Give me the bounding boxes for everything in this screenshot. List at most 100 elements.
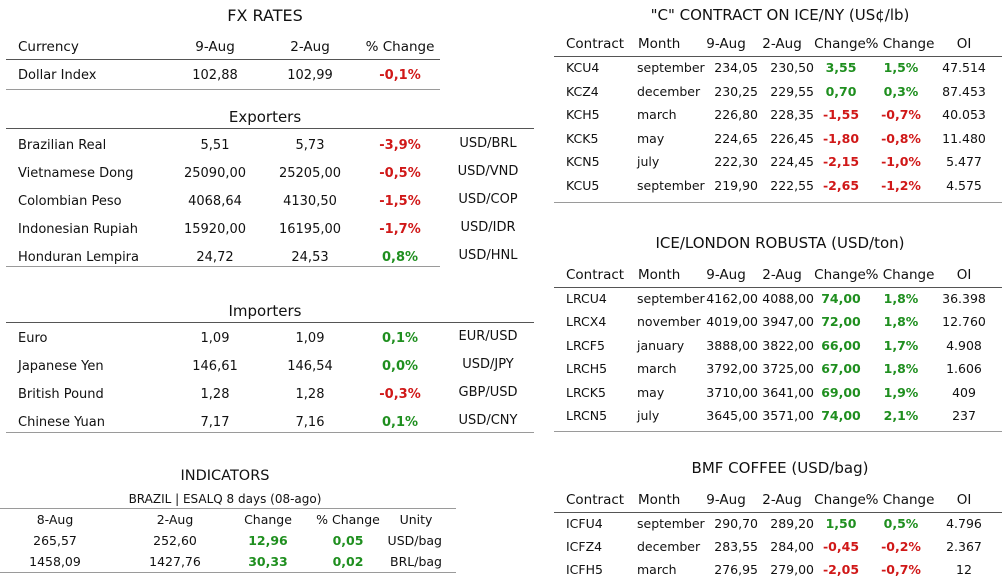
contract-cell: -1,80	[822, 130, 860, 146]
contract-cell: 4.796	[946, 516, 982, 531]
contract-cell: 12	[956, 562, 972, 578]
contract-cell: may	[637, 384, 665, 400]
contract-header: Contract	[566, 267, 625, 283]
contract-cell: -0,8%	[881, 130, 921, 146]
dollar-index-name: Dollar Index	[18, 68, 97, 83]
contract-cell: 11.480	[942, 130, 986, 146]
contract-cell: 0,70	[825, 83, 857, 99]
contract-cell: 1,9%	[883, 384, 919, 400]
fx-header-change: % Change	[365, 39, 435, 55]
contract-cell: 1,8%	[883, 314, 919, 330]
contract-cell: 2.367	[946, 539, 982, 555]
dollar-index-v1: 102,88	[192, 68, 238, 83]
currency-name: British Pound	[18, 387, 104, 402]
fx-header-2aug: 2-Aug	[290, 39, 330, 55]
currency-value-2aug: 1,09	[295, 331, 325, 346]
contract-cell: march	[637, 361, 677, 377]
contract-code: LRCF5	[566, 337, 605, 353]
contract-header: 2-Aug	[762, 267, 802, 283]
contract-header: Change	[814, 267, 866, 283]
contract-cell: september	[637, 178, 705, 193]
contract-code: LRCX4	[566, 314, 607, 330]
contract-cell: 12.760	[942, 314, 986, 330]
currency-value-2aug: 25205,00	[278, 166, 342, 181]
contract-header: Change	[814, 492, 866, 508]
indicator-cell: USD/bag	[387, 533, 442, 548]
contract-cell: 0,3%	[883, 83, 919, 99]
contract-header: OI	[956, 492, 972, 508]
indicators-subtitle: BRAZIL | ESALQ 8 days (08-ago)	[128, 492, 322, 506]
exporters-title: Exporters	[228, 108, 302, 126]
currency-value-9aug: 4068,64	[188, 194, 242, 209]
contract-cell: 4.575	[946, 178, 982, 193]
contract-header: Change	[814, 36, 866, 52]
robusta-title: ICE/LONDON ROBUSTA (USD/ton)	[655, 234, 905, 252]
contract-cell: march	[637, 562, 677, 578]
contract-cell: 237	[952, 408, 976, 423]
contract-cell: 4162,00	[706, 291, 758, 306]
currency-pair: USD/IDR	[460, 220, 516, 235]
contract-cell: december	[637, 83, 701, 99]
currency-pair: USD/BRL	[459, 136, 517, 151]
contract-cell: march	[637, 107, 677, 123]
contract-header: % Change	[865, 36, 935, 52]
currency-change: -0,5%	[379, 166, 421, 181]
contract-header: 9-Aug	[706, 36, 746, 52]
contract-cell: 276,95	[714, 562, 758, 578]
contract-cell: 87.453	[942, 83, 986, 99]
currency-change: 0,0%	[381, 359, 419, 374]
contract-cell: september	[637, 60, 705, 75]
contract-cell: -0,2%	[881, 539, 921, 555]
currency-value-2aug: 146,54	[287, 359, 333, 374]
contract-cell: -1,2%	[881, 178, 921, 193]
currency-name: Indonesian Rupiah	[18, 222, 138, 237]
contract-cell: 3,55	[825, 60, 857, 75]
currency-name: Honduran Lempira	[18, 250, 139, 265]
contract-cell: 226,45	[770, 130, 814, 146]
contract-cell: 3710,00	[706, 384, 758, 400]
contract-header: 2-Aug	[762, 492, 802, 508]
contract-cell: may	[637, 130, 665, 146]
currency-change: 0,1%	[381, 415, 419, 430]
contract-cell: 234,05	[714, 60, 758, 75]
contract-header: Contract	[566, 36, 625, 52]
contract-cell: 228,35	[770, 107, 814, 123]
contract-cell: july	[637, 154, 660, 170]
indicator-cell: 0,02	[332, 554, 364, 569]
contract-cell: 1,8%	[883, 361, 919, 377]
contract-cell: 224,45	[770, 154, 814, 170]
contract-cell: 40.053	[942, 107, 986, 123]
fx-header-9aug: 9-Aug	[195, 39, 235, 55]
contract-code: ICFZ4	[566, 539, 603, 555]
contract-header: Contract	[566, 492, 625, 508]
currency-pair: USD/COP	[458, 192, 518, 207]
contract-code: KCZ4	[566, 83, 599, 99]
contract-cell: 230,25	[714, 83, 758, 99]
contract-cell: 222,55	[770, 178, 814, 193]
currency-value-9aug: 1,28	[200, 387, 230, 402]
contract-header: OI	[956, 36, 972, 52]
currency-value-2aug: 24,53	[291, 250, 329, 265]
currency-pair: USD/JPY	[462, 357, 514, 372]
contract-cell: -2,15	[822, 154, 860, 170]
contract-cell: 230,50	[770, 60, 814, 75]
contract-cell: 290,70	[714, 516, 758, 531]
contract-cell: september	[637, 291, 705, 306]
contract-cell: 3641,00	[762, 384, 814, 400]
contract-cell: 3822,00	[762, 337, 814, 353]
contract-cell: 283,55	[714, 539, 758, 555]
indicators-title: INDICATORS	[180, 468, 270, 484]
dollar-index-v2: 102,99	[287, 68, 333, 83]
currency-value-9aug: 146,61	[192, 359, 238, 374]
contract-cell: 67,00	[821, 361, 861, 377]
contract-cell: 226,80	[714, 107, 758, 123]
indicator-header: % Change	[316, 512, 380, 527]
contract-cell: -2,05	[822, 562, 860, 578]
currency-change: -1,5%	[379, 194, 421, 209]
currency-value-9aug: 5,51	[200, 138, 230, 153]
contract-cell: 1,5%	[883, 60, 919, 75]
contract-cell: 3888,00	[706, 337, 758, 353]
currency-pair: USD/HNL	[458, 248, 518, 263]
currency-value-2aug: 7,16	[295, 415, 325, 430]
importers-title: Importers	[228, 302, 302, 320]
